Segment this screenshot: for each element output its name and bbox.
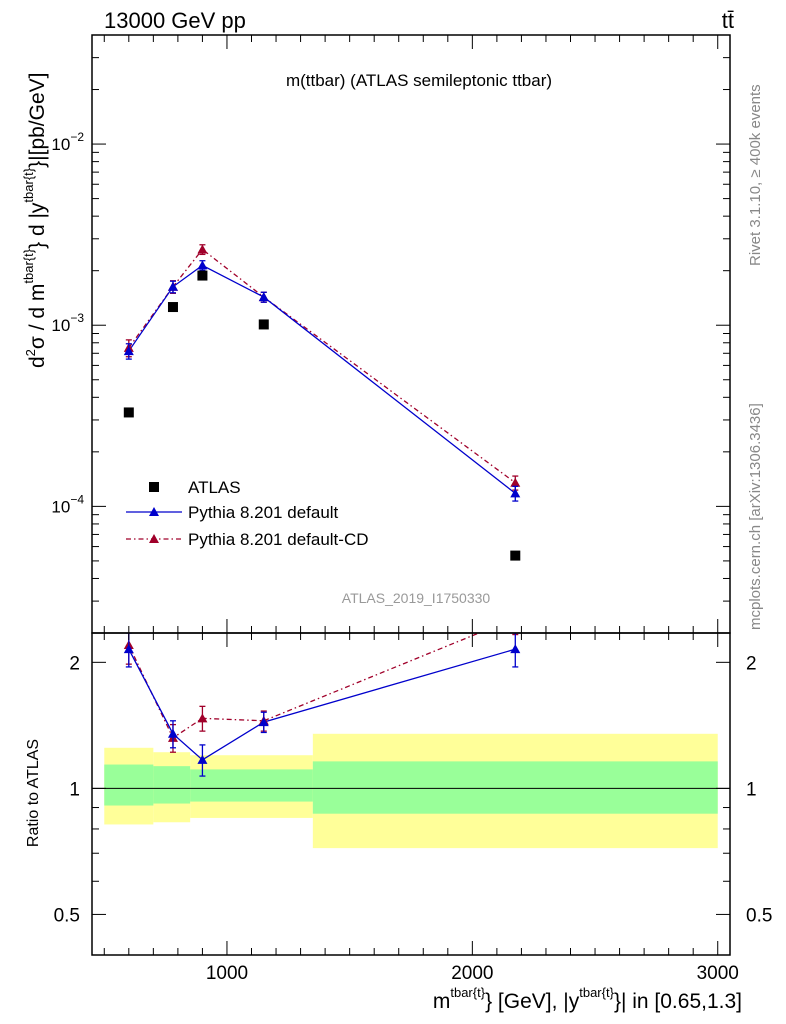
collision-label: 13000 GeV pp — [104, 8, 246, 33]
data-point-atlas — [123, 407, 134, 418]
data-point-atlas — [197, 270, 208, 281]
rivet-label: Rivet 3.1.10, ≥ 400k events — [747, 84, 764, 266]
ratio-marker-default — [258, 717, 269, 727]
marker-default — [510, 488, 521, 498]
uncertainty-band-inner — [153, 766, 191, 804]
uncertainty-band-inner — [104, 764, 154, 806]
x-tick-label: 1000 — [206, 963, 248, 984]
plot-title: m(ttbar) (ATLAS semileptonic ttbar) — [286, 71, 552, 90]
y-tick-label-ratio-right: 2 — [746, 653, 757, 674]
marker-default — [258, 292, 269, 302]
marker-cd — [510, 477, 521, 487]
legend-label: Pythia 8.201 default-CD — [188, 530, 369, 549]
y-tick-label-ratio-right: 0.5 — [746, 905, 772, 926]
y-tick-label-ratio: 1 — [69, 779, 80, 800]
legend-label: Pythia 8.201 default — [188, 503, 339, 522]
marker-default — [167, 281, 178, 291]
mcplots-label: mcplots.cern.ch [arXiv:1306.3436] — [747, 403, 764, 630]
ratio-line-default-cd — [128, 633, 481, 739]
ratio-ylabel: Ratio to ATLAS — [25, 739, 42, 847]
legend-marker-atlas — [149, 482, 159, 492]
marker-cd — [197, 244, 208, 254]
ratio-panel: 0.5 0.5 1 1 2 2 1000 2000 3000 — [54, 613, 772, 984]
y-tick-label-ratio: 0.5 — [54, 905, 80, 926]
y-tick-label-ratio: 2 — [69, 653, 80, 674]
series-line-default — [128, 264, 516, 494]
x-tick-label: 3000 — [697, 963, 739, 984]
ratio-marker-default — [167, 728, 178, 738]
uncertainty-band-inner — [312, 761, 718, 814]
uncertainty-band-inner — [190, 769, 313, 802]
ratio-marker-default — [123, 644, 134, 654]
marker-default — [123, 346, 134, 356]
x-axis-label: mtbar{t}} [GeV], |ytbar{t}}| in [0.65,1.… — [433, 985, 742, 1013]
legend-marker-default — [149, 507, 159, 516]
analysis-id: ATLAS_2019_I1750330 — [342, 590, 491, 606]
legend-label: ATLAS — [188, 478, 241, 497]
y-tick-label-ratio-right: 1 — [746, 779, 757, 800]
x-tick-label: 2000 — [451, 963, 493, 984]
legend: ATLAS Pythia 8.201 default Pythia 8.201 de… — [126, 478, 369, 549]
ratio-marker-cd — [510, 613, 520, 622]
legend-marker-default-cd — [149, 534, 159, 543]
ratio-marker-cd — [197, 713, 208, 723]
ratio-marker-default — [510, 644, 521, 654]
marker-default — [197, 260, 208, 270]
y-tick-label-main: 10−2 — [51, 130, 84, 154]
ratio-marker-default — [197, 754, 208, 764]
data-point-atlas — [510, 550, 521, 561]
main-ylabel: d2σ / d mtbar{t}} d |ytbar{t}}|[pb/GeV] — [21, 73, 49, 369]
ratio-frame — [91, 632, 731, 956]
main-panel: 10−4 10−3 10−2 m(ttbar) (ATLAS semileptoni… — [51, 34, 731, 634]
data-point-atlas — [167, 302, 178, 313]
y-tick-label-main: 10−4 — [51, 492, 84, 516]
process-label: tt̄ — [722, 8, 734, 33]
y-tick-label-main: 10−3 — [51, 311, 84, 335]
data-point-atlas — [258, 319, 269, 330]
